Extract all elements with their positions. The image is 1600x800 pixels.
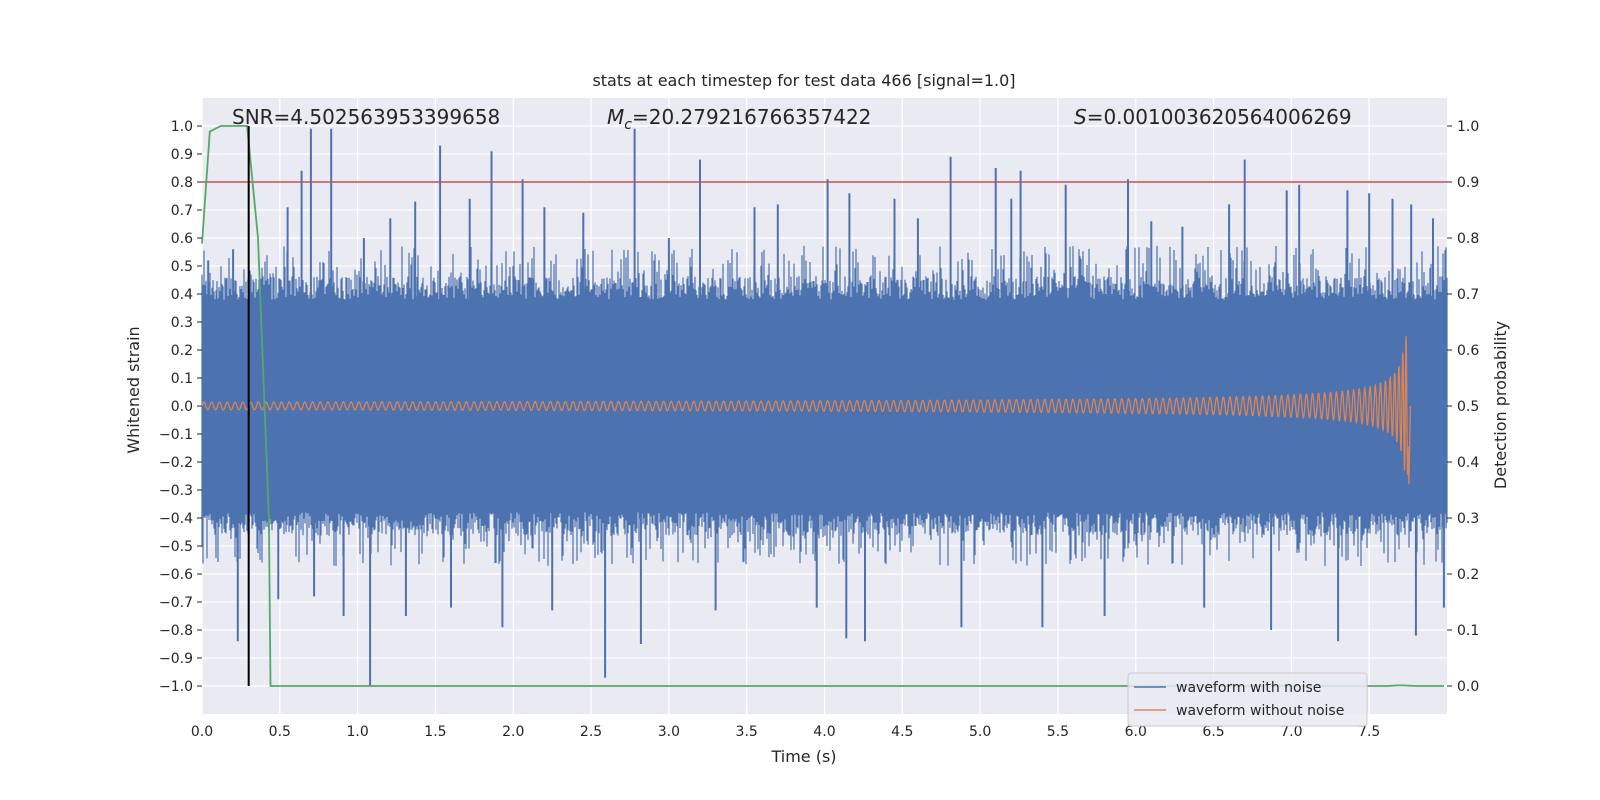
x-tick-label: 7.0 bbox=[1280, 724, 1302, 740]
y2-tick-label: 1.0 bbox=[1457, 119, 1479, 135]
y-tick-label: −0.2 bbox=[159, 455, 193, 471]
y-tick-label: 0.2 bbox=[171, 343, 193, 359]
x-axis-ticks: 0.0 0.5 1.0 1.5 2.0 2.5 3.0 3.5 4.0 4.5 5.0 5.5 6.0 6… bbox=[191, 724, 1380, 740]
y-tick-label: 0.6 bbox=[171, 231, 193, 247]
x-tick-label: 0.0 bbox=[191, 724, 213, 740]
y2-tick-label: 0.5 bbox=[1457, 399, 1479, 415]
y-tick-label: 0.0 bbox=[171, 399, 193, 415]
y-tick-label: 0.4 bbox=[171, 287, 193, 303]
snr-annotation: SNR=4.502563953399658 bbox=[232, 105, 500, 129]
x-tick-label: 2.5 bbox=[580, 724, 602, 740]
y2-tick-label: 0.4 bbox=[1457, 455, 1479, 471]
legend-label-clean: waveform without noise bbox=[1176, 703, 1344, 719]
y-tick-label: −0.6 bbox=[159, 567, 193, 583]
x-axis-label: Time (s) bbox=[770, 747, 836, 766]
y-tick-label: 0.3 bbox=[171, 315, 193, 331]
x-tick-label: 0.5 bbox=[269, 724, 291, 740]
y-tick-label: 0.1 bbox=[171, 371, 193, 387]
chirp-mass-value: =20.279216766357422 bbox=[632, 105, 871, 129]
y-tick-label: −0.1 bbox=[159, 427, 193, 443]
legend: waveform with noise waveform without noi… bbox=[1127, 672, 1368, 727]
s-value: =0.001003620564006269 bbox=[1087, 105, 1352, 129]
y-tick-label: 0.7 bbox=[171, 203, 193, 219]
y2-tick-label: 0.3 bbox=[1457, 511, 1479, 527]
y2-tick-label: 0.9 bbox=[1457, 175, 1479, 191]
axes: 0.0 0.5 1.0 1.5 2.0 2.5 3.0 3.5 4.0 4.5 5.0 5.5 6.0 6… bbox=[159, 119, 1479, 740]
x-tick-label: 5.0 bbox=[969, 724, 991, 740]
x-tick-label: 6.0 bbox=[1125, 724, 1147, 740]
y2-tick-label: 0.8 bbox=[1457, 231, 1479, 247]
y-tick-label: 0.5 bbox=[171, 259, 193, 275]
x-tick-label: 1.5 bbox=[424, 724, 446, 740]
s-annotation: S=0.001003620564006269 bbox=[1074, 105, 1352, 129]
x-tick-label: 3.5 bbox=[736, 724, 758, 740]
x-tick-label: 1.0 bbox=[346, 724, 368, 740]
x-tick-label: 6.5 bbox=[1202, 724, 1224, 740]
x-tick-label: 4.5 bbox=[891, 724, 913, 740]
y-tick-label: −0.8 bbox=[159, 623, 193, 639]
chirp-mass-symbol: M bbox=[607, 105, 624, 129]
waveform-with-noise-spikes bbox=[207, 128, 1445, 686]
y-tick-label: −0.4 bbox=[159, 511, 193, 527]
y-tick-label: 0.9 bbox=[171, 147, 193, 163]
chirp-mass-annotation: Mc=20.279216766357422 bbox=[607, 105, 871, 133]
chirp-mass-subscript: c bbox=[624, 117, 632, 133]
legend-label-noise: waveform with noise bbox=[1176, 680, 1321, 696]
y2-axis-label: Detection probability bbox=[1491, 321, 1510, 489]
y-tick-label: −0.7 bbox=[159, 595, 193, 611]
y-axis-ticks: 1.0 0.9 0.8 0.7 0.6 0.5 0.4 0.3 0.2 0.1 0.0 −0.1 −0.… bbox=[159, 119, 202, 695]
y2-axis-ticks: 1.0 0.9 0.8 0.7 0.6 0.5 0.4 0.3 0.2 0.1 0.0 bbox=[1447, 119, 1479, 695]
y-tick-label: 1.0 bbox=[171, 119, 193, 135]
x-tick-label: 7.5 bbox=[1358, 724, 1380, 740]
chart-title: stats at each timestep for test data 466… bbox=[592, 71, 1015, 90]
y2-tick-label: 0.6 bbox=[1457, 343, 1479, 359]
x-tick-label: 2.0 bbox=[502, 724, 524, 740]
y2-tick-label: 0.2 bbox=[1457, 567, 1479, 583]
x-tick-label: 3.0 bbox=[658, 724, 680, 740]
y-tick-label: −0.3 bbox=[159, 483, 193, 499]
y-tick-label: 0.8 bbox=[171, 175, 193, 191]
y2-tick-label: 0.0 bbox=[1457, 679, 1479, 695]
x-tick-label: 5.5 bbox=[1047, 724, 1069, 740]
y-axis-label: Whitened strain bbox=[124, 326, 143, 453]
legend-box bbox=[1127, 672, 1368, 727]
y-tick-label: −1.0 bbox=[159, 679, 193, 695]
x-tick-label: 4.0 bbox=[813, 724, 835, 740]
data-layer bbox=[201, 125, 1448, 687]
waveform-without-noise-line bbox=[201, 336, 1412, 485]
y2-tick-label: 0.7 bbox=[1457, 287, 1479, 303]
y2-tick-label: 0.1 bbox=[1457, 623, 1479, 639]
y-tick-label: −0.9 bbox=[159, 651, 193, 667]
y-tick-label: −0.5 bbox=[159, 539, 193, 555]
s-symbol: S bbox=[1074, 105, 1087, 129]
detection-probability-line bbox=[201, 125, 1444, 687]
